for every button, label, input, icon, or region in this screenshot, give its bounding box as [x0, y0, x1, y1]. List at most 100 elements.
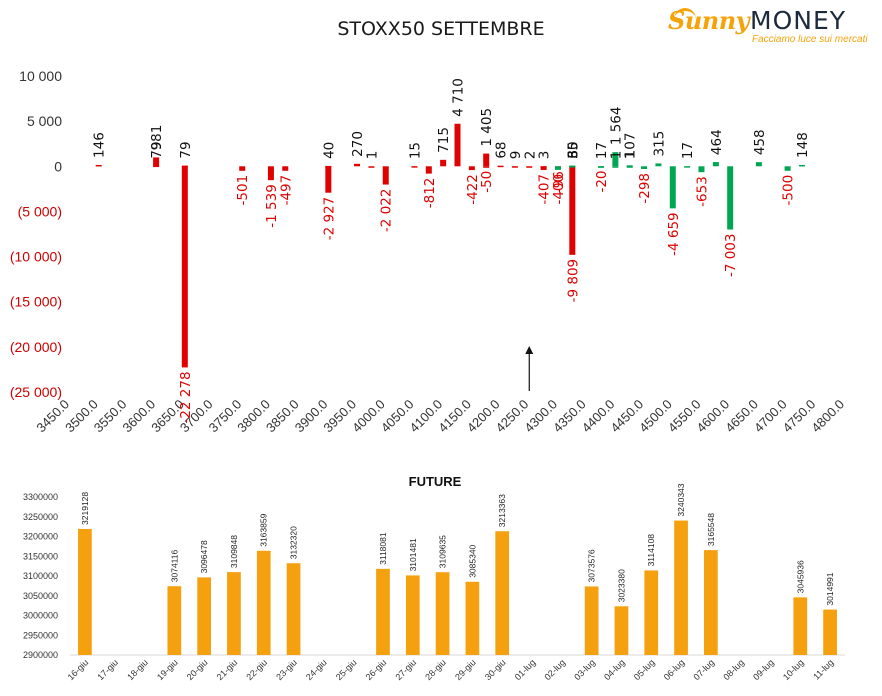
bar [382, 166, 389, 185]
data-label: 3096478 [199, 540, 209, 573]
data-label: -50 [479, 171, 495, 193]
x-tick-label: 24-giu [304, 657, 329, 682]
x-tick-label: 04-lug [602, 657, 627, 682]
data-label: -653 [694, 176, 710, 207]
data-label: 1 564 [608, 107, 624, 146]
data-label: 146 [92, 132, 108, 158]
y-tick-label: 0 [54, 158, 62, 174]
data-label: 3 [537, 151, 553, 160]
data-label: 715 [436, 127, 452, 153]
data-label: -22 278 [178, 371, 194, 423]
bar [483, 153, 490, 167]
data-label: 17 [680, 142, 696, 159]
x-tick-label: 20-giu [185, 657, 210, 682]
data-label: 1 [608, 151, 624, 160]
data-label: 3101481 [408, 538, 418, 571]
data-label: 40 [321, 142, 337, 159]
bar [440, 159, 447, 167]
bar [405, 575, 420, 655]
data-label: 80 [565, 141, 581, 158]
data-label: 458 [752, 129, 768, 155]
data-label: 3074116 [169, 549, 179, 582]
y-tick-label: 3050000 [23, 591, 58, 601]
open-interest-chart: 10 000 5 000 0 (5 000) (10 000) (15 000) (20 0… [10, 68, 847, 435]
data-label: 3213363 [497, 494, 507, 527]
bar [325, 165, 332, 168]
bar [755, 162, 762, 167]
x-tick-label: 08-lug [721, 657, 746, 682]
bar [569, 166, 576, 255]
x-tick-label: 10-lug [781, 657, 806, 682]
bar [626, 165, 633, 167]
data-label: 15 [407, 142, 423, 159]
y-tick-label: 3150000 [23, 551, 58, 561]
data-label: 270 [350, 131, 366, 157]
y-tick-label: 2950000 [23, 630, 58, 640]
y-tick-label: (15 000) [10, 294, 62, 310]
data-label: -422 [465, 174, 481, 205]
bar [267, 166, 274, 181]
bar [684, 166, 691, 168]
data-label: 68 [494, 141, 510, 158]
x-tick-label: 05-lug [632, 657, 657, 682]
x-tick-label: 26-giu [364, 657, 389, 682]
data-label: 3014991 [825, 572, 835, 605]
data-label: -497 [278, 175, 294, 206]
data-label: -501 [235, 175, 251, 206]
bar [614, 606, 629, 655]
data-label: -407 [537, 174, 553, 205]
bar [435, 572, 450, 655]
x-tick-label: 25-giu [334, 657, 359, 682]
bar [181, 166, 188, 368]
data-label: 79 [149, 141, 165, 158]
data-label: 3114108 [646, 534, 656, 567]
bar [483, 166, 490, 168]
bar [526, 166, 533, 168]
data-label: -96 [551, 171, 567, 193]
bar [698, 166, 705, 173]
bar [282, 166, 289, 171]
bar [644, 570, 659, 655]
data-label: 3085340 [467, 544, 477, 577]
data-label: 3109635 [438, 535, 448, 568]
data-label: 35 [565, 142, 581, 159]
x-tick-label: 27-giu [393, 657, 418, 682]
bar [465, 581, 480, 655]
y-tick-label: (20 000) [10, 339, 62, 355]
bar [612, 152, 619, 167]
x-tick-label: 18-giu [125, 657, 150, 682]
logo-money-text: MONEY [750, 6, 847, 35]
x-tick-label: 29-giu [453, 657, 478, 682]
data-label: 1 [623, 151, 639, 160]
bar [669, 166, 676, 209]
data-label: 3132320 [289, 526, 299, 559]
data-label: 1 [364, 151, 380, 160]
bar [376, 568, 390, 655]
data-label: -2 022 [379, 189, 395, 233]
data-label: 981 [149, 125, 165, 151]
x-tick-label: 21-giu [215, 657, 240, 682]
data-label: 3045936 [795, 560, 805, 593]
bar [612, 166, 619, 168]
bar [704, 550, 718, 655]
bar [78, 528, 92, 655]
y-tick-label: 2900000 [23, 650, 58, 660]
bar [569, 165, 576, 168]
bar [495, 531, 510, 655]
data-label: -20 [594, 170, 610, 192]
y-tick-label: (25 000) [10, 384, 62, 400]
x-tick-label: 17-giu [95, 657, 120, 682]
bar [227, 572, 241, 655]
bar [425, 166, 432, 174]
data-label: -1 539 [264, 184, 280, 228]
bar [511, 166, 518, 168]
y-tick-label: 3100000 [23, 571, 58, 581]
x-tick-label: 03-lug [572, 657, 597, 682]
bar [197, 577, 211, 655]
data-label: -400 [551, 174, 567, 205]
data-label: 3163859 [259, 513, 269, 546]
bar [167, 586, 182, 655]
bar [153, 157, 160, 167]
x-tick-label: 07-lug [692, 657, 717, 682]
